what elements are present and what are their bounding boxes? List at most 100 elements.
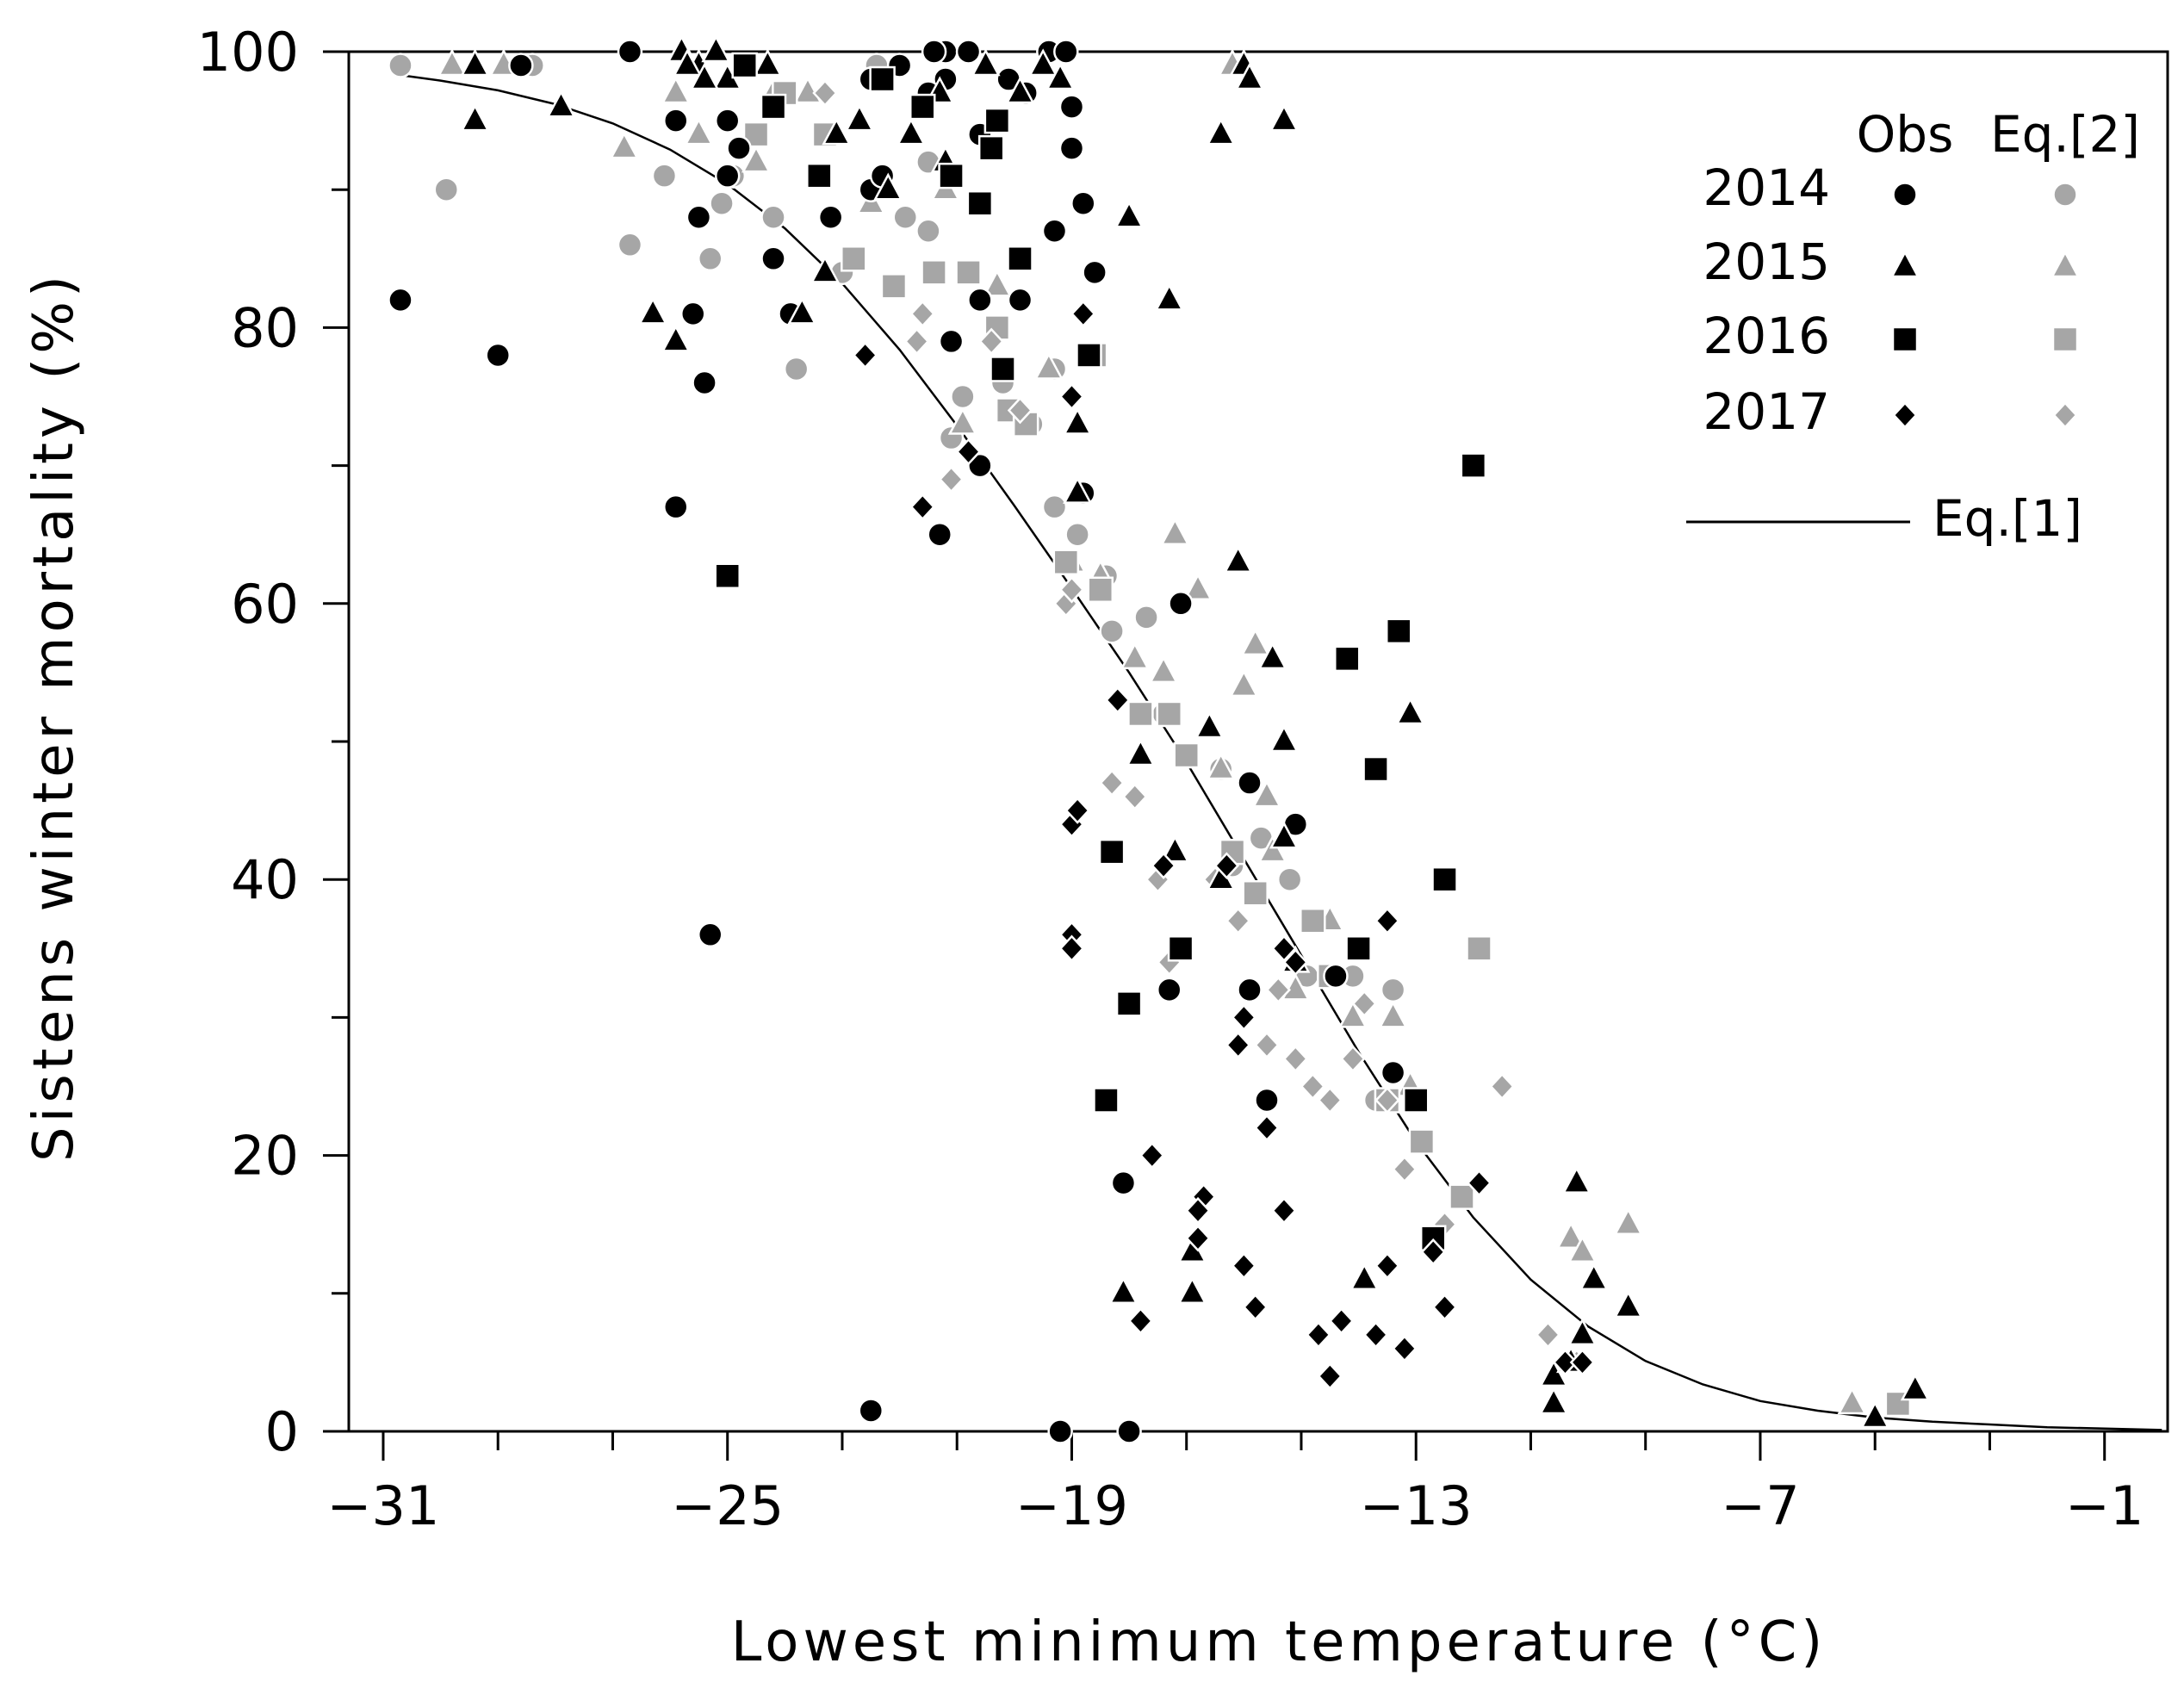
- y-tick-label: 20: [231, 1125, 299, 1188]
- legend-label-2014: 2014: [1703, 158, 1830, 217]
- eq2-2016-square-point: [1242, 879, 1269, 907]
- obs-points-group: [388, 34, 1930, 1444]
- obs-2017-diamond-point: [1282, 948, 1309, 977]
- obs-2016-square-point: [714, 562, 741, 590]
- eq2-2014-circle-point: [915, 218, 941, 245]
- obs-2015-triangle-point: [1005, 76, 1035, 104]
- obs-2016-square-point: [1431, 866, 1458, 893]
- eq2-2016-square-point: [1087, 576, 1114, 604]
- obs-2015-triangle-point: [1257, 642, 1287, 670]
- legend-eq1-label: Eq.[1]: [1933, 489, 2082, 548]
- obs-2016-square-point: [1385, 617, 1412, 645]
- legend-eq2-2016-marker: [2051, 326, 2079, 353]
- obs-2015-triangle-point: [1223, 545, 1253, 573]
- obs-2017-diamond-point: [1139, 1141, 1165, 1170]
- eq2-2014-circle-point: [1041, 493, 1068, 520]
- obs-2014-circle-point: [1058, 135, 1085, 161]
- obs-2017-diamond-point: [909, 493, 935, 521]
- obs-2014-circle-point: [697, 922, 723, 948]
- obs-2015-triangle-point: [1539, 1359, 1569, 1387]
- obs-2015-triangle-point: [896, 117, 927, 146]
- obs-2015-triangle-point: [661, 324, 691, 352]
- eq2-2016-square-point: [1466, 935, 1492, 962]
- eq2-2017-diamond-point: [1007, 396, 1033, 425]
- eq2-2014-circle-point: [1099, 618, 1125, 644]
- eq2-2015-triangle-point: [1837, 1387, 1867, 1415]
- obs-2014-circle-point: [817, 204, 844, 230]
- obs-2015-triangle-point: [1860, 1400, 1890, 1429]
- x-tick-label: −25: [671, 1474, 784, 1537]
- legend-label-2015: 2015: [1703, 233, 1830, 291]
- obs-2015-triangle-point: [971, 48, 1001, 77]
- obs-2016-square-point: [909, 93, 936, 121]
- obs-2014-circle-point: [714, 163, 741, 189]
- eq2-2017-diamond-point: [909, 300, 935, 328]
- obs-2015-triangle-point: [1206, 117, 1236, 146]
- obs-2015-triangle-point: [787, 296, 817, 325]
- obs-2017-diamond-point: [1058, 382, 1085, 411]
- obs-2015-triangle-point: [1063, 406, 1093, 435]
- y-axis-title: Sistens winter mortality (%): [22, 271, 86, 1162]
- obs-2017-diamond-point: [1127, 1307, 1154, 1335]
- obs-2015-triangle-point: [701, 34, 731, 63]
- obs-2017-diamond-point: [1569, 1349, 1596, 1376]
- eq2-2014-circle-point: [433, 177, 460, 202]
- eq2-2015-triangle-point: [1120, 642, 1150, 670]
- obs-2015-triangle-point: [546, 90, 576, 118]
- eq2-2015-triangle-point: [661, 76, 691, 104]
- obs-2015-triangle-point: [1539, 1387, 1569, 1415]
- obs-2016-square-point: [1345, 935, 1372, 962]
- obs-2014-circle-point: [663, 493, 689, 520]
- obs-2015-triangle-point: [1234, 62, 1265, 90]
- obs-2017-diamond-point: [1431, 1293, 1458, 1321]
- eq2-2017-diamond-point: [1225, 907, 1251, 935]
- obs-2014-circle-point: [967, 452, 993, 479]
- obs-2015-triangle-point: [1108, 1276, 1139, 1305]
- obs-2014-circle-point: [686, 204, 712, 230]
- obs-2014-circle-point: [692, 369, 717, 396]
- x-tick-label: −19: [1015, 1474, 1128, 1537]
- obs-2016-square-point: [1167, 935, 1194, 962]
- obs-2015-triangle-point: [810, 255, 841, 283]
- eq2-2015-triangle-point: [947, 406, 977, 435]
- eq2-2017-diamond-point: [1489, 1072, 1515, 1101]
- obs-2017-diamond-point: [1231, 1003, 1257, 1032]
- eq2-2016-square-point: [1173, 742, 1200, 769]
- obs-2015-triangle-point: [1160, 835, 1190, 863]
- eq2-2017-diamond-point: [903, 327, 930, 356]
- eq2-2017-diamond-point: [1254, 1031, 1280, 1059]
- eq2-2015-triangle-point: [1182, 573, 1213, 601]
- obs-2014-circle-point: [967, 287, 993, 313]
- x-tick-label: −13: [1360, 1474, 1473, 1537]
- obs-2014-circle-point: [1053, 39, 1079, 65]
- obs-2015-triangle-point: [844, 103, 875, 132]
- eq2-2014-circle-point: [1064, 521, 1090, 548]
- obs-2015-triangle-point: [1269, 103, 1300, 132]
- obs-2017-diamond-point: [1185, 1224, 1211, 1252]
- obs-2017-diamond-point: [1231, 1251, 1257, 1280]
- eq2-2015-triangle-point: [1206, 752, 1236, 780]
- obs-2014-circle-point: [1058, 94, 1085, 120]
- eq2-2017-diamond-point: [1392, 1155, 1418, 1183]
- obs-2014-circle-point: [760, 245, 786, 272]
- obs-2015-triangle-point: [689, 62, 720, 90]
- legend-obs-2015-marker: [1889, 250, 1920, 278]
- eq2-2015-triangle-point: [1556, 1221, 1586, 1249]
- obs-2016-square-point: [1007, 245, 1033, 272]
- obs-2015-triangle-point: [1613, 1290, 1643, 1319]
- legend-eq2-2015-marker: [2050, 250, 2081, 278]
- eq2-2014-circle-point: [617, 232, 643, 258]
- obs-2016-square-point: [1460, 452, 1487, 479]
- obs-2015-triangle-point: [1194, 711, 1225, 739]
- obs-2015-triangle-point: [822, 117, 852, 146]
- eq2-points-group: [388, 48, 1913, 1418]
- eq2-2014-circle-point: [892, 204, 919, 230]
- obs-2016-square-point: [983, 107, 1011, 134]
- x-tick-label: −31: [327, 1474, 440, 1537]
- obs-2015-triangle-point: [1063, 475, 1093, 504]
- eq2-2017-diamond-point: [1351, 990, 1377, 1018]
- y-tick-label: 0: [265, 1400, 299, 1463]
- obs-2017-diamond-point: [1105, 686, 1131, 714]
- obs-2017-diamond-point: [1271, 934, 1297, 963]
